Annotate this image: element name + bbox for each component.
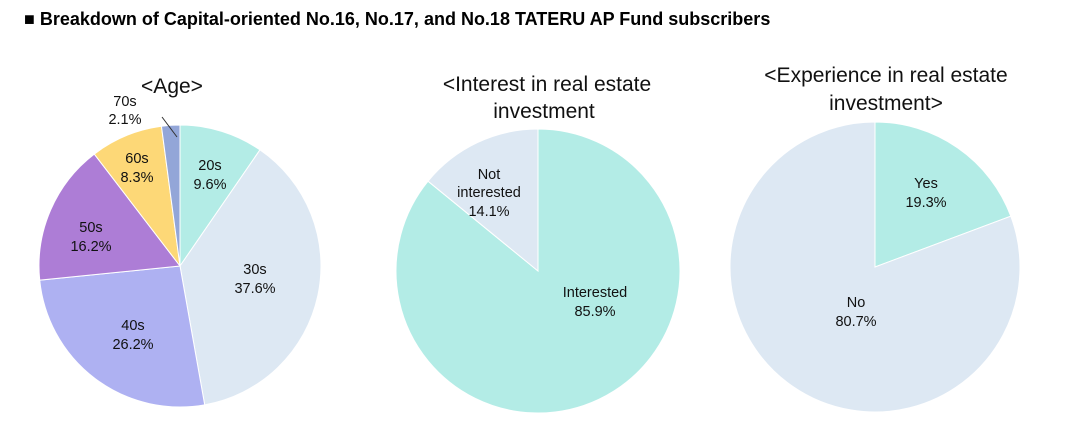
slice-value-30s: 37.6%: [234, 281, 275, 297]
slice-value-no: 80.7%: [835, 314, 876, 330]
slice-label-no: No: [847, 295, 866, 311]
slice-label-yes: Yes: [914, 176, 938, 192]
experience-pie-chart: <Experience in real estate investment> Y…: [729, 64, 1021, 413]
age-pie-slices: [38, 124, 322, 408]
slice-label-20s: 20s: [198, 158, 221, 174]
pie-slice-50s: [38, 153, 181, 281]
slice-label-50s: 50s: [79, 220, 102, 236]
slice-value-70s: 2.1%: [108, 112, 141, 128]
slice-value-40s: 26.2%: [112, 337, 153, 353]
interest-pie-chart: <Interest in real estate investment Inte…: [395, 73, 681, 414]
pie-slice-40s: [39, 265, 206, 408]
slice-value-50s: 16.2%: [70, 239, 111, 255]
page-title: ■ Breakdown of Capital-oriented No.16, N…: [24, 9, 771, 29]
slice-label-interested: Interested: [563, 285, 628, 301]
slice-label-not-interested-line2: interested: [457, 185, 521, 201]
slice-value-interested: 85.9%: [574, 304, 615, 320]
experience-chart-title-line1: <Experience in real estate: [764, 64, 1007, 87]
slice-value-yes: 19.3%: [905, 195, 946, 211]
experience-pie-slices: [729, 121, 1021, 413]
pie-slice-not-interested: [427, 128, 539, 273]
slice-label-30s: 30s: [243, 262, 266, 278]
age-chart-title: <Age>: [141, 75, 203, 98]
slice-value-not-interested: 14.1%: [468, 204, 509, 220]
slice-label-60s: 60s: [125, 151, 148, 167]
slice-label-not-interested-line1: Not: [478, 167, 501, 183]
slice-value-20s: 9.6%: [193, 177, 226, 193]
slice-value-60s: 8.3%: [120, 170, 153, 186]
pie-slice-30s: [179, 149, 322, 406]
pie-slice-yes: [874, 121, 1012, 268]
interest-pie-slices: [395, 128, 681, 414]
slice-label-40s: 40s: [121, 318, 144, 334]
pie-slice-interested: [395, 128, 681, 414]
age-pie-chart: <Age> 20s 9.6% 30s 37.6% 40s 26.2% 50s 1…: [38, 75, 322, 408]
pie-slice-20s: [179, 124, 261, 268]
pie-slice-no: [729, 121, 1021, 413]
interest-chart-title-line1: <Interest in real estate: [443, 73, 651, 96]
70s-leader-line: [161, 116, 178, 138]
interest-chart-title-line2: investment: [493, 100, 595, 123]
slice-label-70s: 70s: [113, 94, 136, 110]
pie-slice-70s: [160, 124, 181, 267]
experience-chart-title-line2: investment>: [829, 92, 943, 115]
